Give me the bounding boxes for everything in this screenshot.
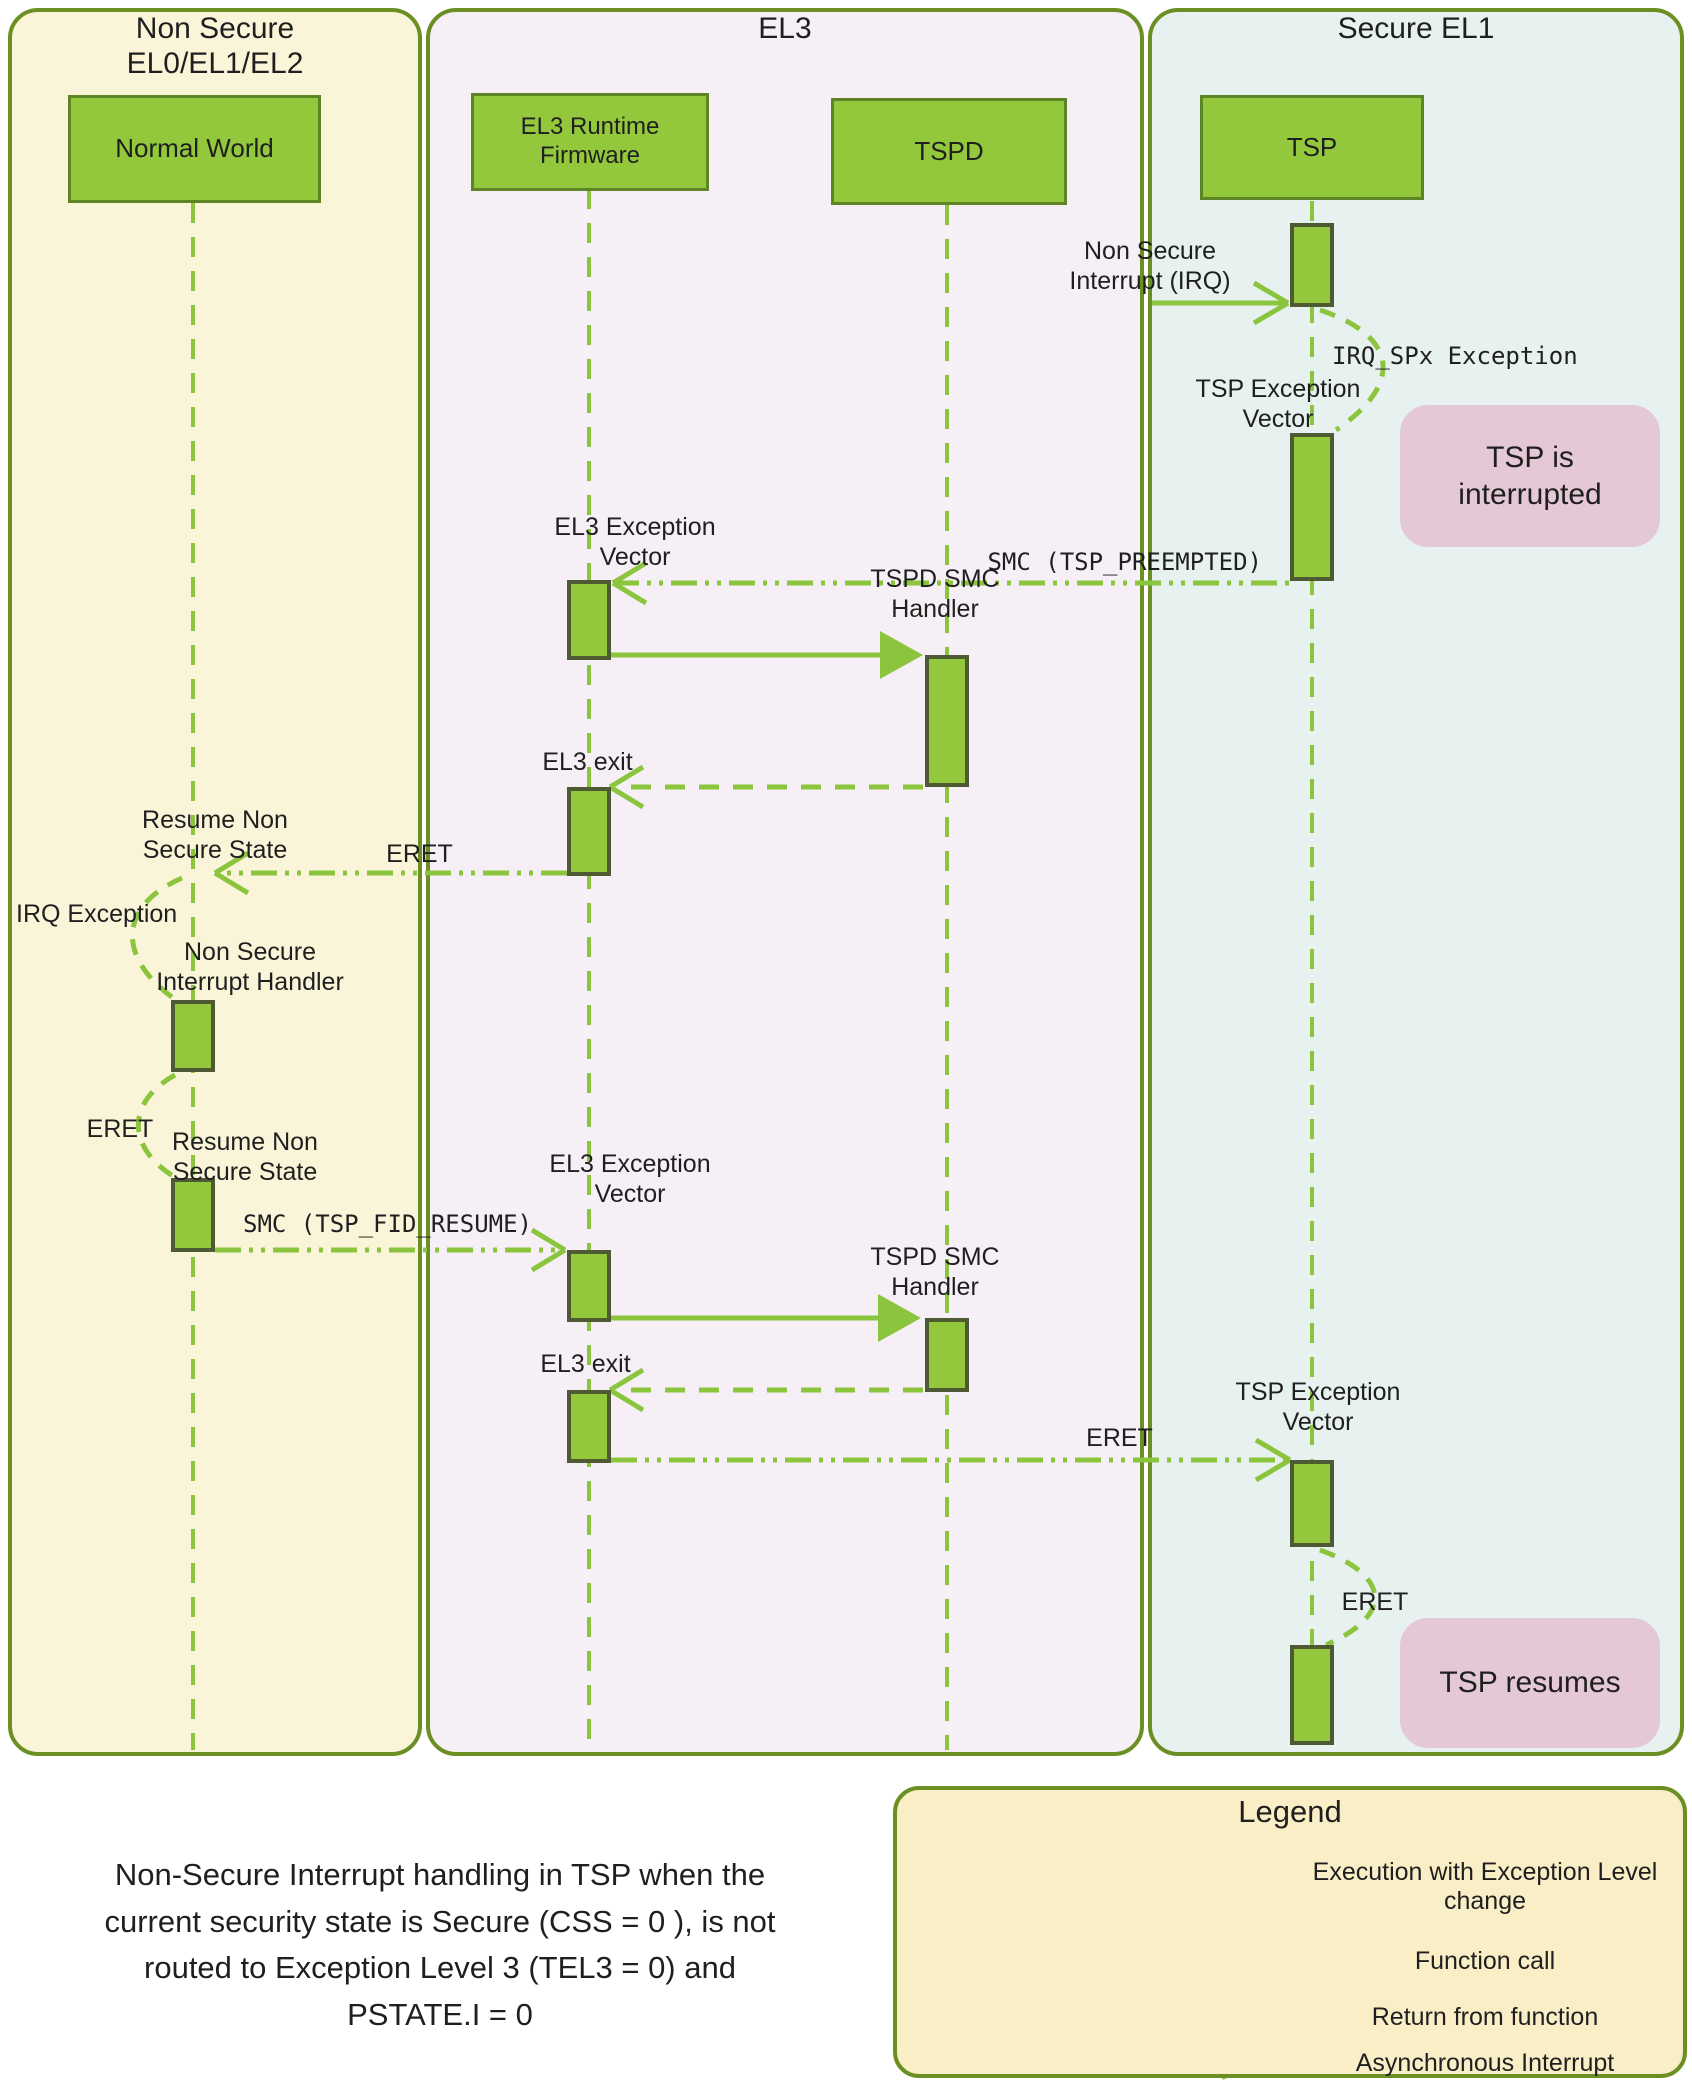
note-tsp-resumes: TSP resumes [1400, 1618, 1660, 1748]
label-el3-exit-2: EL3 exit [540, 1350, 631, 1378]
activation-ns-interrupt-handler [171, 1000, 215, 1072]
actor-tsp: TSP [1200, 95, 1424, 200]
activation-tspd-smc-handler-1 [925, 655, 969, 787]
label-eret-2: ERET [86, 1115, 154, 1143]
activation-resume-non-secure [171, 1178, 215, 1252]
legend-item-exec-change: Execution with Exception Level change [1312, 1858, 1658, 1915]
label-smc-preempted: SMC (TSP_PREEMPTED) [987, 548, 1262, 576]
label-tspd-smc-handler-2: TSPD SMC Handler [870, 1243, 1000, 1301]
activation-el3-exit-2 [567, 1390, 611, 1463]
label-eret-3: ERET [1086, 1424, 1153, 1452]
label-ns-interrupt-handler: Non Secure Interrupt Handler [156, 938, 344, 996]
label-resume-non-secure-1: Resume Non Secure State [142, 806, 288, 864]
legend-item-async-interrupt: Asynchronous Interrupt [1355, 2049, 1615, 2077]
legend-box [893, 1786, 1687, 2078]
actor-el3-runtime-firmware: EL3 Runtime Firmware [471, 93, 709, 191]
label-smc-fid-resume: SMC (TSP_FID_RESUME) [243, 1210, 532, 1238]
legend-item-function-call: Function call [1414, 1947, 1556, 1975]
activation-tsp-exception-vector-1 [1290, 433, 1334, 581]
activation-el3-exception-vector-1 [567, 580, 611, 660]
diagram-caption: Non-Secure Interrupt handling in TSP whe… [104, 1857, 776, 2032]
label-non-secure-interrupt: Non Secure Interrupt (IRQ) [1069, 237, 1231, 295]
lane-title-el3: EL3 [758, 12, 812, 45]
label-tsp-exception-vector-2: TSP Exception Vector [1235, 1378, 1401, 1436]
note-tsp-is-interrupted: TSP is interrupted [1400, 405, 1660, 547]
activation-tspd-smc-handler-2 [925, 1318, 969, 1392]
actor-normal-world: Normal World [68, 95, 321, 203]
label-el3-exception-vector-1: EL3 Exception Vector [554, 513, 716, 571]
actor-tspd: TSPD [831, 98, 1067, 205]
label-el3-exit-1: EL3 exit [542, 748, 633, 776]
label-tspd-smc-handler-1: TSPD SMC Handler [870, 565, 1000, 623]
activation-tsp-running [1290, 223, 1334, 307]
lane-title-non-secure: Non Secure EL0/EL1/EL2 [126, 12, 304, 80]
legend-title: Legend [1238, 1794, 1342, 1829]
lane-secure-el1 [1148, 8, 1684, 1756]
label-eret-1: ERET [386, 840, 453, 868]
label-irq-exception: IRQ Exception [16, 900, 178, 928]
label-el3-exception-vector-2: EL3 Exception Vector [549, 1150, 711, 1208]
activation-el3-exception-vector-2 [567, 1250, 611, 1322]
lane-el3 [426, 8, 1144, 1756]
activation-el3-exit-1 [567, 787, 611, 876]
label-tsp-exception-vector-1: TSP Exception Vector [1195, 375, 1361, 433]
legend-item-return: Return from function [1371, 2003, 1599, 2031]
activation-tsp-resumed [1290, 1645, 1334, 1745]
label-resume-non-secure-2: Resume Non Secure State [172, 1128, 318, 1186]
lane-non-secure [8, 8, 422, 1756]
label-eret-4: ERET [1341, 1588, 1409, 1616]
activation-tsp-exception-vector-2 [1290, 1460, 1334, 1547]
lane-title-secure-el1: Secure EL1 [1337, 12, 1495, 45]
label-irq-spx-exception: IRQ_SPx Exception [1332, 342, 1578, 370]
